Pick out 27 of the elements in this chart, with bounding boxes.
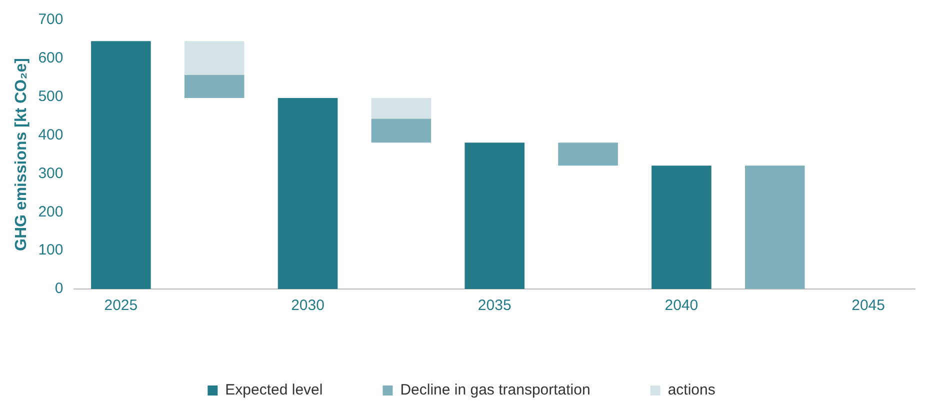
bar [464,142,525,289]
legend-label: Expected level [225,382,323,399]
x-tick-label: 2030 [291,297,324,314]
bar [744,166,805,289]
bar [558,142,618,166]
y-tick-label: 300 [38,164,64,182]
bar [371,98,432,119]
y-tick-label: 500 [38,88,64,105]
x-tick-label: 2040 [664,297,698,314]
legend-label: Decline in gas transportation [400,382,590,399]
legend-label: actions [668,382,716,399]
bar [184,74,244,98]
x-tick-label: 2035 [478,297,512,314]
y-tick-label: 200 [38,203,64,220]
y-tick-label: 100 [38,242,64,259]
y-tick-label: 700 [38,11,64,28]
y-tick-label: 0 [54,280,64,298]
bar [371,118,432,143]
bar [184,41,244,75]
x-tick-label: 2025 [104,297,138,314]
y-axis-title: GHG emissions [kt CO₂e] [13,58,30,251]
y-tick-label: 400 [38,126,64,144]
x-tick-label: 2045 [852,297,885,314]
y-tick-label: 600 [38,50,64,67]
bar [91,41,151,289]
bar [278,98,338,289]
bar [652,166,712,289]
